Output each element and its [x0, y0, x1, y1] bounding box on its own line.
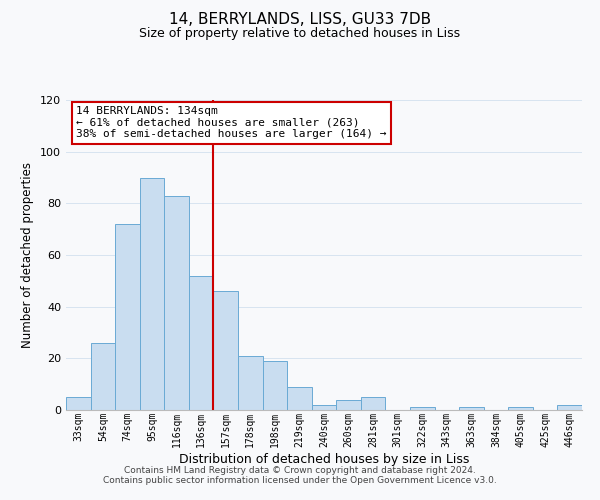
Bar — [508, 408, 533, 410]
Bar — [410, 408, 434, 410]
Bar — [140, 178, 164, 410]
Bar — [214, 291, 238, 410]
Bar — [361, 397, 385, 410]
Bar — [459, 408, 484, 410]
Text: 14, BERRYLANDS, LISS, GU33 7DB: 14, BERRYLANDS, LISS, GU33 7DB — [169, 12, 431, 28]
Bar — [312, 405, 336, 410]
Text: 14 BERRYLANDS: 134sqm
← 61% of detached houses are smaller (263)
38% of semi-det: 14 BERRYLANDS: 134sqm ← 61% of detached … — [76, 106, 387, 140]
Bar — [91, 343, 115, 410]
Y-axis label: Number of detached properties: Number of detached properties — [22, 162, 34, 348]
Text: Size of property relative to detached houses in Liss: Size of property relative to detached ho… — [139, 28, 461, 40]
Bar — [115, 224, 140, 410]
Bar — [263, 361, 287, 410]
Bar — [287, 387, 312, 410]
Bar — [336, 400, 361, 410]
Text: Distribution of detached houses by size in Liss: Distribution of detached houses by size … — [179, 454, 469, 466]
Bar — [238, 356, 263, 410]
Bar — [66, 397, 91, 410]
Bar — [164, 196, 189, 410]
Bar — [189, 276, 214, 410]
Text: Contains HM Land Registry data © Crown copyright and database right 2024.
Contai: Contains HM Land Registry data © Crown c… — [103, 466, 497, 485]
Bar — [557, 405, 582, 410]
